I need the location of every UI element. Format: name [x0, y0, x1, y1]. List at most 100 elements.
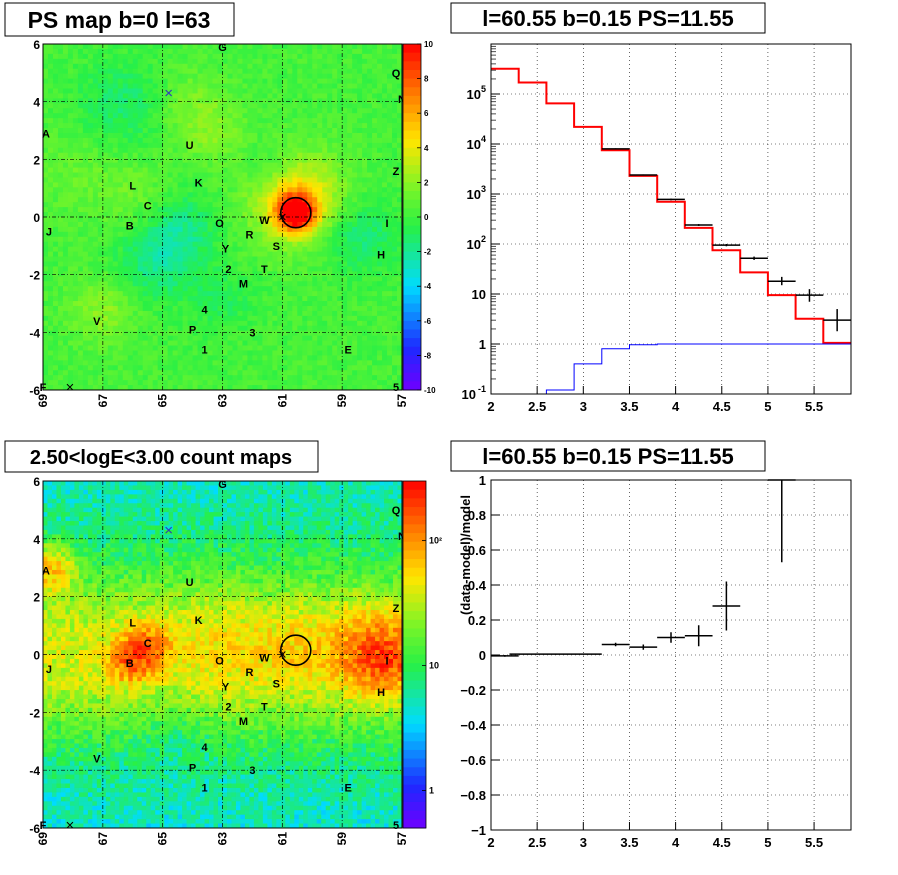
heatmap-cell: [187, 380, 193, 386]
heatmap-cell: [212, 187, 218, 193]
heatmap-cell: [207, 113, 213, 119]
heatmap-cell: [192, 147, 198, 154]
heatmap-cell: [387, 48, 393, 55]
heatmap-cell: [282, 197, 288, 203]
heatmap-cell: [117, 83, 124, 89]
heatmap-cell: [152, 63, 159, 70]
heatmap-cell: [237, 385, 243, 391]
heatmap-cell: [357, 266, 363, 272]
heatmap-cell: [302, 93, 308, 99]
heatmap-cell: [347, 132, 353, 139]
heatmap-cell: [287, 73, 293, 79]
heatmap-cell: [167, 226, 174, 233]
heatmap-cell: [172, 93, 179, 99]
heatmap-cell: [43, 291, 49, 297]
heatmap-cell: [247, 261, 253, 267]
heatmap-cell: [97, 58, 104, 65]
heatmap-cell: [262, 325, 268, 332]
heatmap-cell: [232, 103, 238, 109]
heatmap-cell: [307, 93, 313, 99]
heatmap-cell: [77, 88, 84, 94]
heatmap-cell: [252, 325, 258, 332]
heatmap-cell: [167, 118, 174, 124]
heatmap-cell: [67, 335, 74, 341]
heatmap-cell: [302, 241, 308, 248]
heatmap-cell: [237, 370, 243, 376]
heatmap-cell: [252, 132, 258, 139]
heatmap-cell: [122, 152, 129, 159]
heatmap-cell: [387, 301, 393, 307]
heatmap-cell: [137, 251, 144, 257]
heatmap-cell: [87, 147, 94, 154]
heatmap-cell: [262, 236, 268, 243]
heatmap-cell: [167, 48, 174, 55]
heatmap-cell: [277, 330, 283, 337]
heatmap-cell: [67, 88, 74, 94]
heatmap-cell: [52, 152, 59, 159]
heatmap-cell: [47, 73, 54, 79]
heatmap-cell: [162, 226, 169, 233]
heatmap-cell: [332, 202, 338, 208]
heatmap-cell: [222, 192, 228, 198]
heatmap-cell: [317, 147, 323, 154]
heatmap-cell: [207, 98, 213, 104]
heatmap-cell: [257, 365, 263, 371]
heatmap-cell: [177, 226, 184, 233]
heatmap-cell: [137, 48, 144, 55]
heatmap-cell: [132, 296, 139, 302]
heatmap-cell: [372, 207, 378, 213]
heatmap-cell: [267, 330, 273, 337]
heatmap-cell: [282, 152, 288, 159]
heatmap-cell: [67, 162, 74, 168]
heatmap-cell: [252, 221, 258, 228]
heatmap-cell: [187, 355, 193, 361]
heatmap-cell: [322, 385, 328, 391]
heatmap-cell: [272, 231, 278, 238]
heatmap-cell: [282, 375, 288, 381]
heatmap-cell: [362, 187, 368, 193]
heatmap-cell: [72, 335, 79, 341]
heatmap-cell: [182, 246, 188, 252]
heatmap-cell: [352, 271, 358, 277]
heatmap-cell: [217, 375, 223, 381]
heatmap-cell: [282, 355, 288, 361]
heatmap-cell: [332, 78, 338, 84]
heatmap-cell: [297, 137, 303, 144]
heatmap-cell: [307, 44, 313, 50]
heatmap-cell: [207, 142, 213, 149]
heatmap-cell: [162, 78, 169, 84]
heatmap-cell: [62, 177, 69, 183]
heatmap-cell: [43, 221, 49, 228]
heatmap-cell: [92, 192, 99, 198]
heatmap-cell: [172, 44, 179, 50]
heatmap-cell: [152, 246, 159, 252]
heatmap-cell: [372, 246, 378, 252]
heatmap-cell: [72, 113, 79, 119]
heatmap-cell: [252, 63, 258, 70]
heatmap-cell: [342, 58, 348, 65]
heatmap-cell: [322, 256, 328, 262]
heatmap-cell: [307, 63, 313, 70]
heatmap-cell: [157, 360, 164, 366]
heatmap-cell: [302, 88, 308, 94]
heatmap-cell: [43, 207, 49, 213]
heatmap-cell: [277, 355, 283, 361]
heatmap-cell: [237, 108, 243, 114]
heatmap-cell: [142, 301, 149, 307]
heatmap-cell: [62, 305, 69, 312]
heatmap-cell: [297, 123, 303, 129]
heatmap-cell: [292, 113, 298, 119]
heatmap-cell: [262, 108, 268, 114]
heatmap-cell: [337, 78, 343, 84]
heatmap-cell: [232, 147, 238, 154]
heatmap-cell: [202, 226, 208, 233]
heatmap-cell: [287, 53, 293, 60]
heatmap-cell: [212, 286, 218, 292]
heatmap-cell: [137, 246, 144, 252]
heatmap-cell: [272, 360, 278, 366]
heatmap-cell: [297, 192, 303, 198]
heatmap-cell: [192, 128, 198, 134]
heatmap-cell: [307, 370, 313, 376]
heatmap-cell: [282, 113, 288, 119]
heatmap-cell: [57, 192, 64, 198]
